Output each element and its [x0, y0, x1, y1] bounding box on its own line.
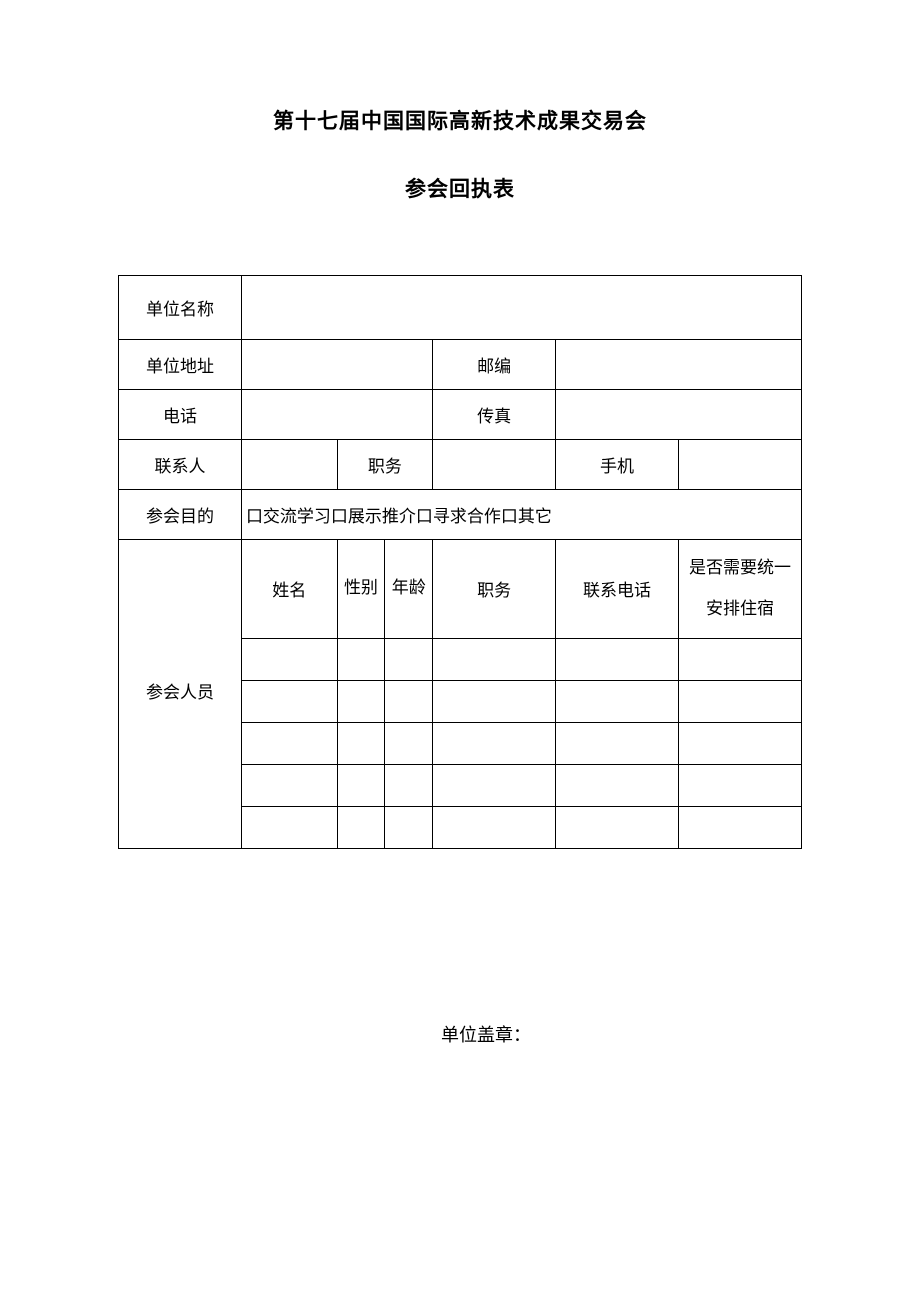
field-fax[interactable]: [556, 390, 802, 440]
attendee-2-name[interactable]: [241, 680, 337, 722]
attendee-5-gender[interactable]: [337, 806, 385, 848]
field-purpose-options[interactable]: 口交流学习口展示推介口寻求合作口其它: [241, 490, 801, 540]
col-age: 年龄: [385, 540, 433, 639]
attendee-1-position[interactable]: [433, 638, 556, 680]
attendee-5-age[interactable]: [385, 806, 433, 848]
label-attendees: 参会人员: [119, 540, 242, 849]
attendee-1-age[interactable]: [385, 638, 433, 680]
row-org-addr: 单位地址 邮编: [119, 340, 802, 390]
label-org-addr: 单位地址: [119, 340, 242, 390]
attendee-2-age[interactable]: [385, 680, 433, 722]
attendee-1-gender[interactable]: [337, 638, 385, 680]
row-attendee-header: 参会人员 姓名 性别 年龄 职务 联系电话 是否需要统一安排住宿: [119, 540, 802, 639]
attendee-5-position[interactable]: [433, 806, 556, 848]
attendee-3-position[interactable]: [433, 722, 556, 764]
field-position[interactable]: [433, 440, 556, 490]
row-purpose: 参会目的 口交流学习口展示推介口寻求合作口其它: [119, 490, 802, 540]
attendee-5-phone[interactable]: [556, 806, 679, 848]
document-title-main: 第十七届中国国际高新技术成果交易会: [0, 105, 920, 135]
row-org-name: 单位名称: [119, 276, 802, 340]
label-position: 职务: [337, 440, 433, 490]
attendee-3-accommodation[interactable]: [679, 722, 802, 764]
label-postcode: 邮编: [433, 340, 556, 390]
col-name: 姓名: [241, 540, 337, 639]
attendee-2-accommodation[interactable]: [679, 680, 802, 722]
label-mobile: 手机: [556, 440, 679, 490]
attendee-3-age[interactable]: [385, 722, 433, 764]
field-contact[interactable]: [241, 440, 337, 490]
attendee-3-phone[interactable]: [556, 722, 679, 764]
attendee-1-name[interactable]: [241, 638, 337, 680]
label-fax: 传真: [433, 390, 556, 440]
field-org-addr[interactable]: [241, 340, 432, 390]
field-postcode[interactable]: [556, 340, 802, 390]
registration-table: 单位名称 单位地址 邮编 电话 传真 联系人 职务 手机 参会目的 口交流学习口…: [118, 275, 802, 849]
attendee-4-age[interactable]: [385, 764, 433, 806]
row-phone: 电话 传真: [119, 390, 802, 440]
attendee-2-gender[interactable]: [337, 680, 385, 722]
col-gender: 性别: [337, 540, 385, 639]
label-org-name: 单位名称: [119, 276, 242, 340]
field-phone[interactable]: [241, 390, 432, 440]
label-contact: 联系人: [119, 440, 242, 490]
label-purpose: 参会目的: [119, 490, 242, 540]
attendee-1-phone[interactable]: [556, 638, 679, 680]
attendee-4-name[interactable]: [241, 764, 337, 806]
attendee-4-phone[interactable]: [556, 764, 679, 806]
attendee-1-accommodation[interactable]: [679, 638, 802, 680]
attendee-4-position[interactable]: [433, 764, 556, 806]
row-contact: 联系人 职务 手机: [119, 440, 802, 490]
label-phone: 电话: [119, 390, 242, 440]
attendee-2-phone[interactable]: [556, 680, 679, 722]
attendee-5-accommodation[interactable]: [679, 806, 802, 848]
attendee-3-gender[interactable]: [337, 722, 385, 764]
attendee-4-gender[interactable]: [337, 764, 385, 806]
col-accommodation: 是否需要统一安排住宿: [679, 540, 802, 639]
attendee-2-position[interactable]: [433, 680, 556, 722]
attendee-5-name[interactable]: [241, 806, 337, 848]
field-mobile[interactable]: [679, 440, 802, 490]
document-title-sub: 参会回执表: [0, 173, 920, 203]
attendee-3-name[interactable]: [241, 722, 337, 764]
col-contact-phone: 联系电话: [556, 540, 679, 639]
attendee-4-accommodation[interactable]: [679, 764, 802, 806]
field-org-name[interactable]: [241, 276, 801, 340]
col-position: 职务: [433, 540, 556, 639]
stamp-label: 单位盖章：: [52, 1021, 920, 1047]
